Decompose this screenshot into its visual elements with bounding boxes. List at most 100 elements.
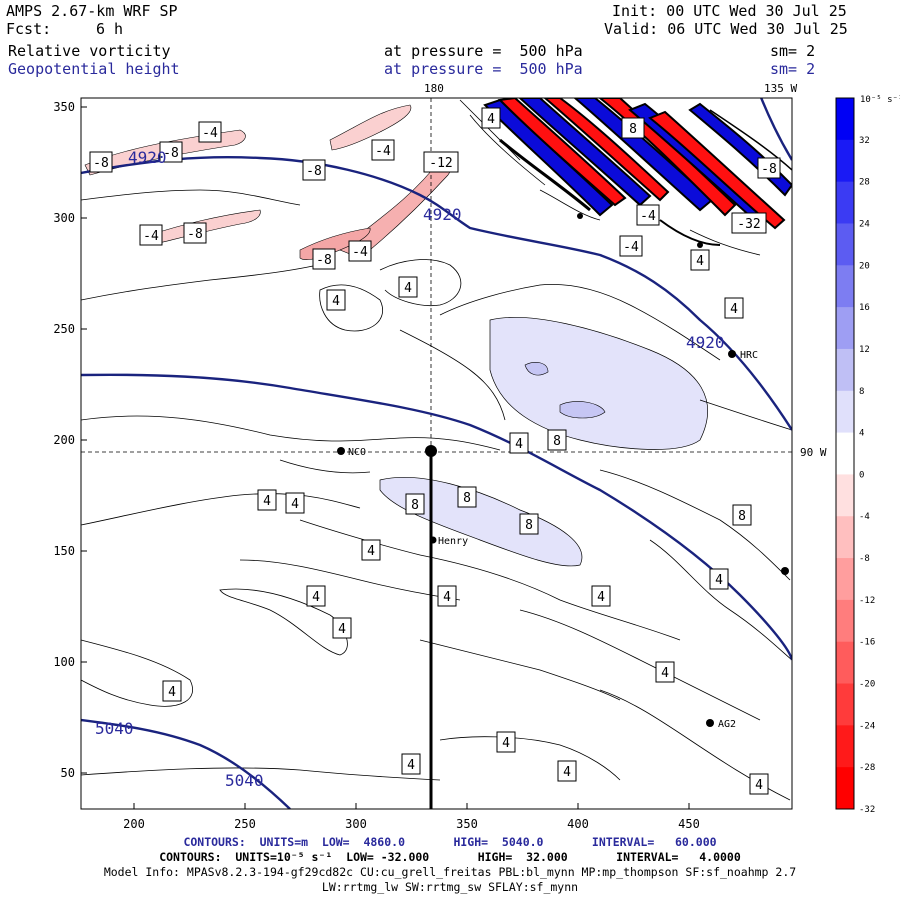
contour-label: -4 xyxy=(198,121,222,143)
svg-text:-8: -8 xyxy=(163,146,179,161)
colorbar-label: 12 xyxy=(859,345,870,355)
svg-text:NCO: NCO xyxy=(348,447,366,458)
contour-label: 4 xyxy=(401,753,421,775)
contour-label: 4 xyxy=(326,289,346,311)
contour-label: -4 xyxy=(636,204,660,226)
svg-text:8: 8 xyxy=(411,498,419,513)
colorbar-label: 32 xyxy=(859,136,870,146)
contour-label: 8 xyxy=(547,429,567,451)
smoothing-geopotential: sm= 2 xyxy=(770,60,816,78)
svg-text:4: 4 xyxy=(696,254,704,269)
colorbar-swatch xyxy=(836,725,854,768)
intense-vorticity-streaks xyxy=(459,98,792,256)
svg-text:4: 4 xyxy=(502,736,510,751)
colorbar-swatch xyxy=(836,223,854,266)
colorbar-label: 16 xyxy=(859,303,870,313)
contour-label: 4 xyxy=(690,249,710,271)
height-label: 4920 xyxy=(128,148,167,167)
height-contour-5040 xyxy=(81,718,291,809)
contour-label: 4 xyxy=(306,585,326,607)
svg-text:4: 4 xyxy=(755,778,763,793)
y-tick-label: 50 xyxy=(61,766,75,780)
y-tick-label: 200 xyxy=(53,433,75,447)
colorbar-swatch xyxy=(836,139,854,183)
svg-text:-4: -4 xyxy=(352,245,368,260)
contour-label: -4 xyxy=(348,240,372,262)
colorbar-swatch xyxy=(836,181,854,224)
height-contour-info: CONTOURS: UNITS=m LOW= 4860.0 HIGH= 5040… xyxy=(183,835,717,849)
svg-text:4: 4 xyxy=(168,685,176,700)
colorbar-swatch xyxy=(836,683,854,726)
svg-text:4: 4 xyxy=(661,666,669,681)
forecast-label: Fcst: xyxy=(6,20,52,38)
colorbar-label: -4 xyxy=(859,512,870,522)
colorbar-label: -16 xyxy=(859,638,875,648)
colorbar-swatch xyxy=(836,516,854,559)
contour-label: 4 xyxy=(332,617,352,639)
colorbar-label: 24 xyxy=(859,219,870,229)
svg-text:4: 4 xyxy=(487,112,495,127)
contour-label: 8 xyxy=(519,513,539,535)
y-tick-label: 350 xyxy=(53,100,75,114)
contour-label: -8 xyxy=(302,159,326,181)
pressure-geopotential: at pressure = 500 hPa xyxy=(384,60,583,78)
y-tick-label: 150 xyxy=(53,544,75,558)
svg-text:-4: -4 xyxy=(623,240,639,255)
colorbar-label: 28 xyxy=(859,178,870,188)
station-ag2: AG2 xyxy=(706,719,736,730)
svg-text:4: 4 xyxy=(312,590,320,605)
colorbar-unit: 10⁻⁵ s⁻¹ xyxy=(860,95,900,105)
svg-text:-8: -8 xyxy=(93,156,109,171)
height-contour-4860 xyxy=(81,155,792,431)
svg-text:-8: -8 xyxy=(306,164,322,179)
svg-text:8: 8 xyxy=(738,509,746,524)
svg-text:4: 4 xyxy=(730,302,738,317)
contour-label: 4 xyxy=(496,731,516,753)
contour-label: -32 xyxy=(731,212,767,234)
colorbar-swatch xyxy=(836,390,854,434)
contour-label: -8 xyxy=(183,222,207,244)
contour-label: -8 xyxy=(757,157,781,179)
height-label: 4920 xyxy=(423,205,462,224)
colorbar-label: 20 xyxy=(859,261,870,271)
svg-text:AG2: AG2 xyxy=(718,719,736,730)
init-time: Init: 00 UTC Wed 30 Jul 25 xyxy=(612,2,847,20)
svg-text:4: 4 xyxy=(263,494,271,509)
svg-text:4: 4 xyxy=(515,437,523,452)
vorticity-contour-info: CONTOURS: UNITS=10⁻⁵ s⁻¹ LOW= -32.000 HI… xyxy=(159,850,741,864)
contour-label: 4 xyxy=(591,585,611,607)
colorbar-swatch xyxy=(836,98,854,141)
contour-label: 4 xyxy=(557,760,577,782)
colorbar-label: 0 xyxy=(859,470,864,480)
svg-text:8: 8 xyxy=(463,491,471,506)
svg-text:4: 4 xyxy=(332,294,340,309)
contour-label: -4 xyxy=(371,139,395,161)
height-label: 5040 xyxy=(95,719,134,738)
contour-label: -12 xyxy=(423,151,459,173)
svg-text:4: 4 xyxy=(597,590,605,605)
contour-label: 8 xyxy=(405,493,425,515)
colorbar-label: -8 xyxy=(859,554,870,564)
valid-time: Valid: 06 UTC Wed 30 Jul 25 xyxy=(604,20,848,38)
colorbar-swatch xyxy=(836,641,854,685)
svg-text:4: 4 xyxy=(404,281,412,296)
smoothing-vorticity: sm= 2 xyxy=(770,42,816,60)
svg-text:8: 8 xyxy=(525,518,533,533)
contour-label: 8 xyxy=(621,117,645,139)
svg-text:4: 4 xyxy=(407,758,415,773)
colorbar-swatch xyxy=(836,432,854,475)
colorbar-label: -32 xyxy=(859,805,875,815)
contour-label: 4 xyxy=(481,107,501,129)
svg-text:-4: -4 xyxy=(143,229,159,244)
svg-text:4: 4 xyxy=(563,765,571,780)
contour-label: 8 xyxy=(457,486,477,508)
svg-text:HRC: HRC xyxy=(740,350,758,361)
svg-text:4: 4 xyxy=(291,497,299,512)
contour-label: 4 xyxy=(257,489,277,511)
y-tick-label: 100 xyxy=(53,655,75,669)
x-tick-label: 200 xyxy=(123,817,145,831)
height-label: 4920 xyxy=(686,333,725,352)
svg-text:8: 8 xyxy=(553,434,561,449)
contour-label: -8 xyxy=(89,151,113,173)
colorbar-swatch xyxy=(836,558,854,601)
